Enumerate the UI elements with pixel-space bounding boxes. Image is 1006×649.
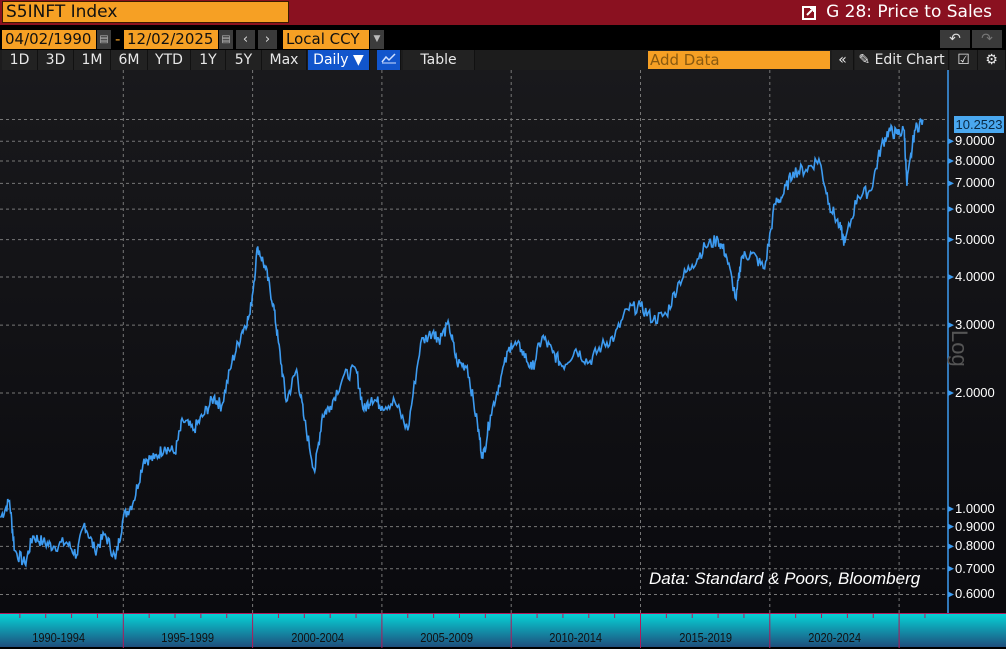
date-separator: -	[115, 30, 121, 48]
series-line	[0, 117, 924, 568]
undo-button[interactable]: ↶	[940, 30, 970, 48]
source-annotation: Data: Standard & Poors, Bloomberg	[649, 569, 921, 588]
x-tick-label: 1990-1994	[32, 630, 86, 645]
x-tick-label: 2015-2019	[678, 630, 732, 645]
range-1y-button[interactable]: 1Y	[191, 50, 226, 70]
y-tick-label: 6.0000	[955, 201, 995, 217]
x-tick-label: 2020-2024	[808, 630, 861, 645]
range-5y-button[interactable]: 5Y	[226, 50, 262, 70]
date-range-bar: 04/02/1990 ▤ - 12/02/2025 ▤ ‹ › Local CC…	[0, 30, 1006, 50]
redo-button[interactable]: ↷	[972, 30, 1002, 48]
y-tick-label: 9.0000	[955, 133, 995, 149]
y-tick-label: 2.0000	[955, 385, 995, 400]
y-tick-label: 8.0000	[955, 153, 995, 168]
chart-title: G 28: Price to Sales	[826, 2, 992, 22]
y-tick-label: 1.0000	[955, 501, 995, 516]
log-scale-label[interactable]: Log	[947, 330, 972, 367]
table-button[interactable]: Table	[403, 50, 475, 70]
calendar-icon[interactable]: ▤	[97, 30, 111, 49]
chevron-down-icon[interactable]: ▼	[370, 30, 384, 49]
ticker-input[interactable]: S5INFT Index	[2, 1, 289, 23]
start-date-input[interactable]: 04/02/1990	[2, 30, 96, 49]
x-axis-ticks	[19, 614, 926, 648]
launch-icon[interactable]	[802, 5, 817, 20]
range-1m-button[interactable]: 1M	[74, 50, 111, 70]
chart-plot-area[interactable]	[0, 70, 1006, 613]
x-tick-label: 2010-2014	[549, 630, 603, 645]
range-max-button[interactable]: Max	[262, 50, 307, 70]
price-to-sales-chart	[0, 70, 954, 613]
y-tick-label: 0.6000	[955, 586, 995, 602]
y-tick-label: 7.0000	[955, 175, 995, 191]
range-ytd-button[interactable]: YTD	[148, 50, 191, 70]
x-tick-label: 1995-1999	[161, 630, 215, 645]
last-value-badge: 10.2523	[954, 116, 1004, 133]
edit-chart-label: Edit Chart	[874, 52, 945, 68]
annotate-icon[interactable]: ☑	[950, 50, 978, 70]
y-tick-label: 3.0000	[955, 317, 995, 333]
x-tick-label: 2000-2004	[290, 630, 344, 645]
x-axis[interactable]: 1990-1994 1995-1999 2000-2004 2005-2009 2010…	[0, 613, 1006, 648]
add-data-input[interactable]: Add Data	[648, 51, 830, 69]
currency-select[interactable]: Local CCY	[283, 30, 369, 49]
chart-title-group: G 28: Price to Sales	[802, 0, 992, 25]
next-period-button[interactable]: ›	[258, 30, 277, 49]
range-6m-button[interactable]: 6M	[111, 50, 148, 70]
frequency-dropdown[interactable]: Daily ▼	[308, 50, 370, 70]
gear-icon[interactable]: ⚙	[978, 50, 1006, 70]
y-tick-label: 0.8000	[955, 538, 995, 554]
prev-period-button[interactable]: ‹	[236, 30, 255, 49]
y-tick-label: 0.9000	[955, 518, 995, 534]
y-tick-label: 4.0000	[955, 269, 995, 284]
toolbar: 1D 3D 1M 6M YTD 1Y 5Y Max Daily ▼ Table …	[0, 50, 1006, 70]
range-1d-button[interactable]: 1D	[2, 50, 38, 70]
collapse-icon[interactable]: «	[832, 50, 854, 70]
x-tick-label: 2005-2009	[420, 630, 473, 645]
y-tick-label: 5.0000	[955, 231, 995, 247]
pencil-icon: ✎	[858, 52, 871, 68]
calendar-icon[interactable]: ▤	[219, 30, 233, 49]
edit-chart-button[interactable]: ✎ Edit Chart	[855, 50, 949, 70]
y-tick-label: 0.7000	[955, 560, 995, 576]
end-date-input[interactable]: 12/02/2025	[124, 30, 218, 49]
range-3d-button[interactable]: 3D	[38, 50, 74, 70]
line-chart-icon[interactable]	[377, 50, 401, 70]
title-bar: S5INFT Index G 28: Price to Sales	[0, 0, 1006, 25]
